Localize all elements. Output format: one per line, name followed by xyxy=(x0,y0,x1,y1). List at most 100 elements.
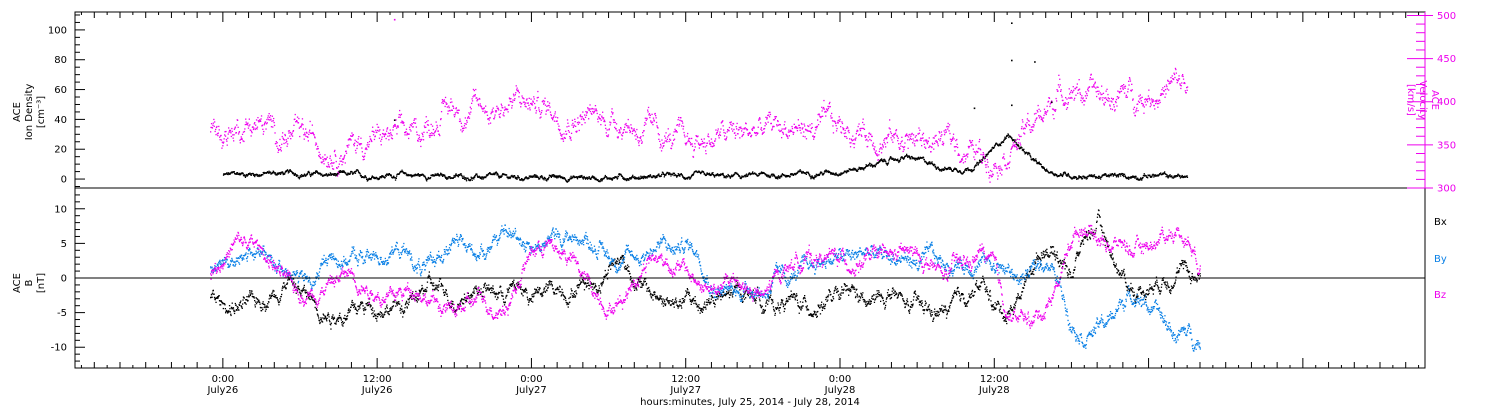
velocity-point-234 xyxy=(315,142,317,144)
velocity-point-1098 xyxy=(704,142,706,144)
density-point-1443 xyxy=(779,177,781,179)
velocity-point-1388 xyxy=(834,121,836,123)
velocity-point-1786 xyxy=(1013,144,1015,146)
velocity-point-1551 xyxy=(907,136,910,138)
velocity-point-1001 xyxy=(660,145,662,147)
bx-point-125 xyxy=(258,299,260,301)
density-point-1208 xyxy=(688,177,691,179)
bx-point-108 xyxy=(251,295,253,298)
velocity-point-820 xyxy=(579,122,581,124)
density-point-955 xyxy=(591,176,593,179)
velocity-point-615 xyxy=(486,114,489,116)
velocity-point-1523 xyxy=(895,130,897,132)
velocity-point-2102 xyxy=(1155,101,1158,103)
density-point-1269 xyxy=(712,172,714,174)
velocity-point-370 xyxy=(376,123,378,126)
velocity-point-704 xyxy=(526,102,529,104)
velocity-point-2032 xyxy=(1124,87,1126,89)
density-point-2107 xyxy=(1035,160,1037,162)
velocity-point-1649 xyxy=(952,138,954,140)
velocity-point-463 xyxy=(418,134,420,136)
velocity-point-729 xyxy=(538,107,540,109)
density-point-1947 xyxy=(973,166,976,169)
velocity-point-1852 xyxy=(1043,114,1045,116)
velocity-point-341 xyxy=(363,158,365,160)
velocity-point-1138 xyxy=(722,120,724,122)
bx-point-57 xyxy=(232,308,234,310)
velocity-point-2048 xyxy=(1131,89,1133,91)
density-point-2311 xyxy=(1114,172,1116,175)
velocity-point-1950 xyxy=(1087,87,1089,89)
velocity-point-1491 xyxy=(880,152,883,154)
velocity-point-1416 xyxy=(847,127,849,129)
velocity-point-818 xyxy=(578,121,580,123)
bx-point-19 xyxy=(217,297,219,299)
bx-point-60 xyxy=(233,309,235,311)
velocity-point-540 xyxy=(453,107,455,109)
density-point-1361 xyxy=(747,173,750,176)
velocity-point-556 xyxy=(460,129,462,131)
velocity-point-1217 xyxy=(757,126,759,128)
density-point-317 xyxy=(345,172,347,174)
density-point-2286 xyxy=(1104,174,1106,176)
density-point-1781 xyxy=(909,157,912,159)
density-point-1295 xyxy=(722,172,724,175)
density-point-1207 xyxy=(688,176,690,178)
bx-point-274 xyxy=(315,308,317,310)
density-point-1558 xyxy=(823,171,826,173)
velocity-point-1665 xyxy=(959,161,961,163)
density-point-1313 xyxy=(729,176,731,178)
velocity-point-1767 xyxy=(1005,165,1007,167)
density-point-1924 xyxy=(965,168,967,170)
velocity-point-47 xyxy=(231,127,233,130)
density-point-309 xyxy=(342,171,344,173)
bx-point-181 xyxy=(279,299,282,301)
velocity-point-1573 xyxy=(917,133,920,135)
velocity-point-1770 xyxy=(1006,168,1008,170)
density-point-0 xyxy=(222,174,225,176)
density-point-609 xyxy=(457,176,460,178)
velocity-point-953 xyxy=(638,140,641,142)
velocity-point-1084 xyxy=(697,142,700,144)
density-point-1828 xyxy=(927,162,930,164)
density-point-752 xyxy=(512,176,515,178)
velocity-point-1815 xyxy=(1026,118,1028,120)
velocity-point-966 xyxy=(644,117,646,119)
velocity-point-1157 xyxy=(730,121,732,123)
velocity-point-721 xyxy=(534,107,536,110)
density-point-1577 xyxy=(831,172,833,174)
velocity-point-514 xyxy=(441,102,443,104)
density-point-1528 xyxy=(812,176,814,178)
velocity-point-1085 xyxy=(698,143,700,146)
bx-point-159 xyxy=(271,292,273,294)
velocity-point-1803 xyxy=(1021,126,1023,128)
density-point-949 xyxy=(588,177,591,179)
velocity-point-159 xyxy=(281,135,283,138)
density-point-1688 xyxy=(873,164,876,166)
density-point-960 xyxy=(593,176,595,178)
velocity-point-357 xyxy=(370,140,372,142)
velocity-point-1366 xyxy=(824,110,826,113)
density-point-2309 xyxy=(1113,174,1115,176)
bx-point-101 xyxy=(249,290,251,292)
density-point-1213 xyxy=(690,175,692,177)
velocity-point-1030 xyxy=(673,131,675,133)
velocity-point-1700 xyxy=(975,153,977,155)
velocity-point-632 xyxy=(494,114,496,116)
velocity-point-461 xyxy=(417,140,419,142)
velocity-point-205 xyxy=(302,124,304,126)
density-point-866 xyxy=(556,175,559,177)
density-point-1118 xyxy=(654,176,656,178)
velocity-point-36 xyxy=(226,140,228,142)
density-point-208 xyxy=(303,175,305,177)
bx-point-69 xyxy=(236,306,238,308)
velocity-point-955 xyxy=(639,137,642,139)
density-point-2237 xyxy=(1085,178,1087,180)
velocity-point-1465 xyxy=(869,138,871,141)
velocity-point-1689 xyxy=(970,142,972,144)
velocity-point-74 xyxy=(243,140,245,143)
density-point-923 xyxy=(578,176,581,179)
density-point-1014 xyxy=(614,177,616,179)
density-point-1101 xyxy=(647,176,649,178)
density-point-139 xyxy=(276,174,278,176)
